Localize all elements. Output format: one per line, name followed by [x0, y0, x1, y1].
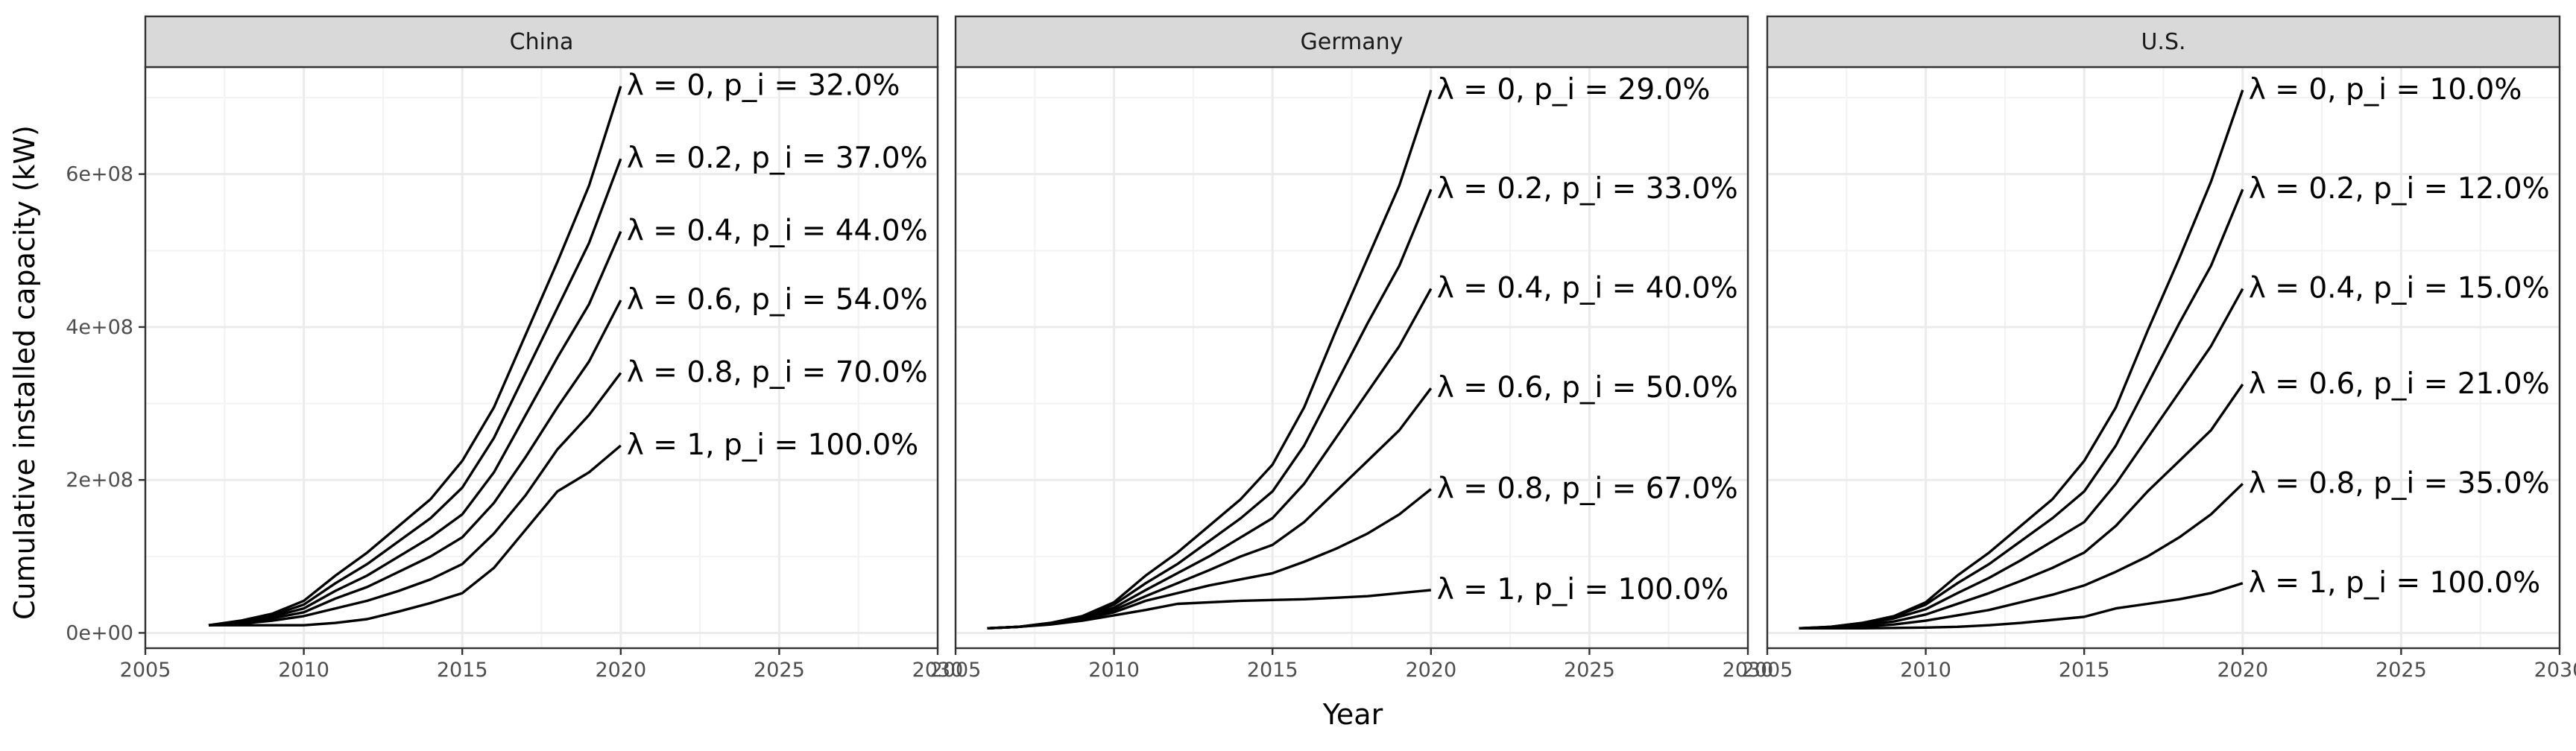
x-tick-label: 2025 [2375, 659, 2427, 682]
y-tick-label: 2e+08 [66, 469, 133, 492]
x-tick-label: 2025 [1564, 659, 1615, 682]
series-line-china [209, 444, 622, 627]
facet-strip [954, 15, 1749, 69]
series-label-germany: λ = 1, p_i = 100.0% [1437, 573, 1729, 606]
series-label-germany: λ = 0, p_i = 29.0% [1437, 73, 1711, 107]
x-tick-label: 2010 [1900, 659, 1951, 682]
x-tick-label: 2030 [912, 659, 964, 682]
x-tick-label: 2010 [1088, 659, 1140, 682]
series-label-u-s: λ = 0.8, p_i = 35.0% [2249, 466, 2550, 500]
series-label-china: λ = 0.8, p_i = 70.0% [627, 356, 928, 390]
x-tick-label: 2015 [437, 659, 488, 682]
series-label-germany: λ = 0.2, p_i = 33.0% [1437, 172, 1738, 206]
facet-strip-label: China [510, 29, 574, 55]
y-tick-label: 4e+08 [66, 316, 133, 339]
panel-u-s: λ = 0, p_i = 10.0% λ = 0.2, p_i = 12.0% λ … [1742, 15, 2576, 682]
series-label-germany: λ = 0.8, p_i = 67.0% [1437, 472, 1738, 506]
series-line-u-s [1799, 383, 2244, 630]
series-line-china [208, 300, 622, 627]
series-line-u-s [1799, 582, 2244, 630]
x-tick-label: 2030 [1723, 659, 1774, 682]
facet-strip-label: U.S. [2141, 29, 2185, 55]
series-line-germany [987, 589, 1431, 630]
x-tick-label: 2030 [2534, 659, 2576, 682]
series-label-u-s: λ = 0.2, p_i = 12.0% [2249, 172, 2550, 206]
series-label-u-s: λ = 1, p_i = 100.0% [2249, 566, 2540, 600]
series-label-u-s: λ = 0.6, p_i = 21.0% [2249, 367, 2550, 401]
series-line-china [208, 158, 622, 627]
y-tick-label: 6e+08 [66, 163, 133, 186]
series-line-u-s [1799, 288, 2244, 630]
series-label-germany: λ = 0.6, p_i = 50.0% [1437, 371, 1738, 405]
facet-strip [1766, 15, 2561, 69]
series-label-u-s: λ = 0, p_i = 10.0% [2249, 73, 2522, 107]
x-tick-label: 2015 [1247, 659, 1298, 682]
x-tick-label: 2005 [1742, 659, 1793, 682]
facet-strip-label: Germany [1301, 29, 1404, 55]
series-line-china [208, 86, 622, 627]
series-label-china: λ = 0.2, p_i = 37.0% [627, 142, 928, 175]
x-tick-label: 2020 [1405, 659, 1456, 682]
series-label-u-s: λ = 0.4, p_i = 15.0% [2249, 272, 2550, 305]
series-label-china: λ = 1, p_i = 100.0% [627, 428, 918, 462]
x-tick-label: 2020 [2217, 659, 2268, 682]
series-label-china: λ = 0, p_i = 32.0% [627, 69, 900, 103]
x-tick-label: 2005 [930, 659, 982, 682]
x-tick-label: 2020 [595, 659, 646, 682]
y-tick-label: 0e+00 [66, 621, 133, 644]
facet-panels: λ = 0, p_i = 32.0%λ = 0.2, p_i = 37.0%λ … [66, 15, 2576, 682]
x-tick-label: 2010 [278, 659, 329, 682]
grid-lines [1766, 67, 2561, 648]
x-tick-label: 2005 [120, 659, 171, 682]
panel-germany: λ = 0, p_i = 29.0% λ = 0.2, p_i = 33.0% λ … [930, 15, 1774, 682]
series-line-china [208, 231, 622, 627]
series-label-china: λ = 0.4, p_i = 44.0% [627, 215, 928, 248]
x-tick-label: 2015 [2059, 659, 2110, 682]
series-label-china: λ = 0.6, p_i = 54.0% [627, 283, 928, 317]
facet-strip [144, 15, 939, 69]
panel-china: λ = 0, p_i = 32.0% λ = 0.2, p_i = 37.0% λ … [66, 15, 964, 682]
series-label-germany: λ = 0.4, p_i = 40.0% [1437, 272, 1738, 305]
x-tick-label: 2025 [754, 659, 805, 682]
series-line-china [208, 372, 622, 627]
series-line-u-s [1799, 483, 2244, 630]
x-axis-title: Year [1322, 698, 1383, 731]
y-axis-title: Cumulative installed capacity (kW) [8, 125, 41, 620]
